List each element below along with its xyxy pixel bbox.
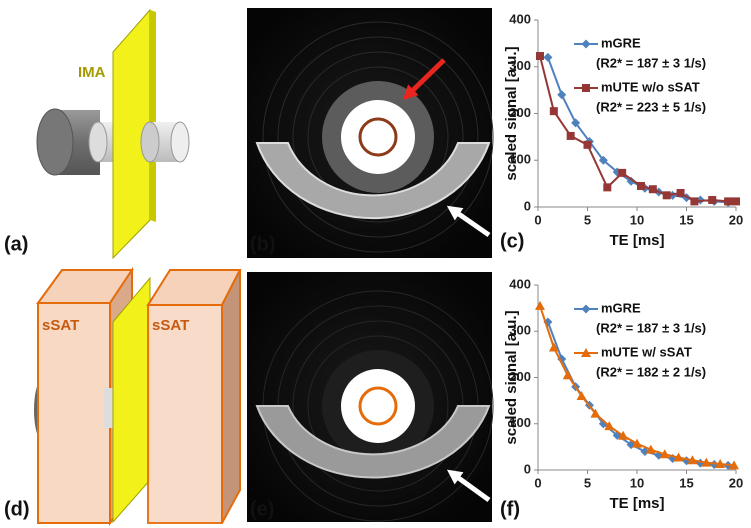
marker [724, 197, 733, 206]
legend-label: mGRE [601, 300, 641, 315]
marker [566, 131, 575, 140]
marker [729, 460, 740, 470]
diagram-d: sSAT sSAT [34, 266, 242, 527]
legend-label: mUTE w/o sSAT [601, 79, 700, 94]
x-tick-label: 5 [584, 212, 591, 227]
marker [557, 90, 567, 100]
marker [604, 421, 615, 431]
marker [659, 449, 670, 459]
marker [576, 391, 587, 400]
marker [632, 438, 642, 448]
y-tick-label: 200 [509, 369, 531, 384]
y-tick-label: 100 [509, 415, 531, 430]
marker [571, 118, 581, 128]
marker [534, 300, 545, 310]
series-line [539, 55, 736, 203]
marker [535, 51, 544, 60]
marker [640, 447, 650, 456]
y-tick-label: 0 [524, 198, 531, 213]
x-tick-label: 5 [584, 475, 591, 490]
diagram-label: IMA [78, 64, 106, 81]
x-tick-label: 10 [630, 212, 644, 227]
marker [687, 455, 698, 465]
legend-marker [581, 348, 591, 357]
marker [543, 52, 553, 62]
y-tick-label: 300 [509, 58, 531, 73]
legend-note: (R2* = 187 ± 3 1/s) [596, 320, 706, 335]
x-tick-label: 0 [534, 475, 541, 490]
panel-label: (c) [500, 230, 524, 252]
x-tick-label: 20 [729, 212, 743, 227]
y-axis-label: scaled signal [a.u.] [503, 46, 520, 180]
panel-label: (e) [250, 498, 274, 520]
x-tick-label: 15 [679, 475, 693, 490]
marker [603, 183, 612, 192]
legend-note: (R2* = 182 ± 2 1/s) [596, 364, 706, 379]
marker [549, 107, 558, 116]
marker [715, 458, 726, 468]
marker [618, 430, 629, 440]
panel-label: (a) [4, 233, 28, 255]
mri-image-b [247, 8, 494, 258]
marker [676, 188, 685, 197]
legend-note: (R2* = 187 ± 3 1/s) [596, 55, 706, 70]
marker [690, 197, 699, 206]
marker [701, 457, 712, 467]
x-tick-label: 15 [679, 212, 693, 227]
y-tick-label: 400 [509, 11, 531, 26]
mri-image-e [247, 272, 494, 522]
y-tick-label: 200 [509, 105, 531, 120]
marker [626, 176, 636, 186]
marker [645, 444, 656, 454]
x-axis-label: TE [ms] [609, 495, 664, 512]
marker [673, 452, 684, 462]
marker [548, 342, 559, 352]
marker [648, 185, 657, 194]
y-axis-label: scaled signal [a.u.] [503, 310, 520, 444]
y-tick-label: 0 [524, 461, 531, 476]
legend-label: mUTE w/ sSAT [601, 344, 692, 359]
chart: 0 100 200 300 400 0 5 10 15 20 TE [ms] scaled signa… [503, 11, 743, 249]
legend-marker [581, 39, 591, 49]
marker [732, 197, 740, 206]
panel-label: (b) [250, 233, 276, 255]
marker [562, 370, 573, 380]
panel-label: (d) [4, 498, 30, 520]
panel-label: (f) [500, 498, 520, 520]
marker [598, 155, 608, 165]
marker [618, 168, 627, 177]
x-tick-label: 0 [534, 212, 541, 227]
marker [590, 408, 601, 418]
marker [708, 195, 717, 204]
diagram-a: IMA [36, 8, 190, 260]
legend-note: (R2* = 223 ± 5 1/s) [596, 99, 706, 114]
legend-label: mGRE [601, 35, 641, 50]
legend-marker [581, 304, 591, 314]
x-axis-label: TE [ms] [609, 232, 664, 249]
y-tick-label: 100 [509, 152, 531, 167]
chart: 0 100 200 300 400 0 5 10 15 20 TE [ms] scaled signa… [503, 276, 743, 512]
legend-marker [582, 84, 590, 92]
diagram-label: sSAT [152, 317, 189, 334]
marker [636, 181, 645, 190]
x-tick-label: 10 [630, 475, 644, 490]
marker [662, 191, 671, 200]
x-tick-label: 20 [729, 475, 743, 490]
y-tick-label: 400 [509, 276, 531, 291]
y-tick-label: 300 [509, 323, 531, 338]
diagram-label: sSAT [42, 317, 79, 334]
marker [583, 140, 592, 149]
